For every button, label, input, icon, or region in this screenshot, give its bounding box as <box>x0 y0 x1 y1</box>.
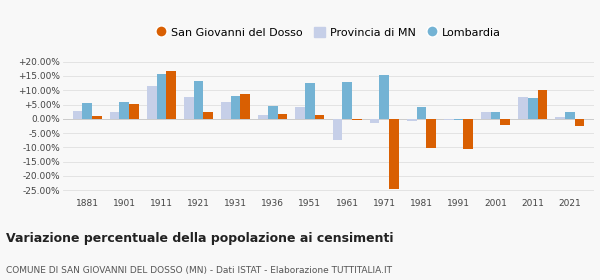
Bar <box>259 115 268 119</box>
Bar <box>194 81 203 119</box>
Bar <box>119 102 129 119</box>
Bar <box>82 103 92 119</box>
Bar <box>454 119 463 120</box>
Bar <box>342 82 352 119</box>
Bar <box>389 119 398 189</box>
Bar <box>305 83 315 119</box>
Bar <box>184 97 194 119</box>
Bar <box>203 112 213 119</box>
Bar <box>379 74 389 119</box>
Bar <box>463 119 473 149</box>
Bar <box>575 119 584 126</box>
Bar <box>538 90 547 119</box>
Bar <box>407 119 416 121</box>
Bar <box>556 117 565 119</box>
Bar <box>444 119 454 120</box>
Text: COMUNE DI SAN GIOVANNI DEL DOSSO (MN) - Dati ISTAT - Elaborazione TUTTITALIA.IT: COMUNE DI SAN GIOVANNI DEL DOSSO (MN) - … <box>6 266 392 275</box>
Bar <box>481 112 491 119</box>
Bar <box>370 119 379 123</box>
Bar <box>426 119 436 148</box>
Bar <box>528 98 538 119</box>
Bar <box>315 115 325 119</box>
Bar <box>278 114 287 119</box>
Bar <box>221 102 231 119</box>
Text: Variazione percentuale della popolazione ai censimenti: Variazione percentuale della popolazione… <box>6 232 394 245</box>
Bar <box>92 116 101 119</box>
Bar <box>110 112 119 119</box>
Bar <box>73 111 82 119</box>
Bar <box>147 86 157 119</box>
Bar <box>518 97 528 119</box>
Bar <box>500 119 510 125</box>
Bar <box>416 108 426 119</box>
Bar <box>268 106 278 119</box>
Legend: San Giovanni del Dosso, Provincia di MN, Lombardia: San Giovanni del Dosso, Provincia di MN,… <box>151 22 506 42</box>
Bar <box>166 71 176 119</box>
Bar <box>129 104 139 119</box>
Bar <box>241 94 250 119</box>
Bar <box>565 112 575 119</box>
Bar <box>295 108 305 119</box>
Bar <box>332 119 342 140</box>
Bar <box>352 119 362 120</box>
Bar <box>157 74 166 119</box>
Bar <box>491 112 500 119</box>
Bar <box>231 96 241 119</box>
